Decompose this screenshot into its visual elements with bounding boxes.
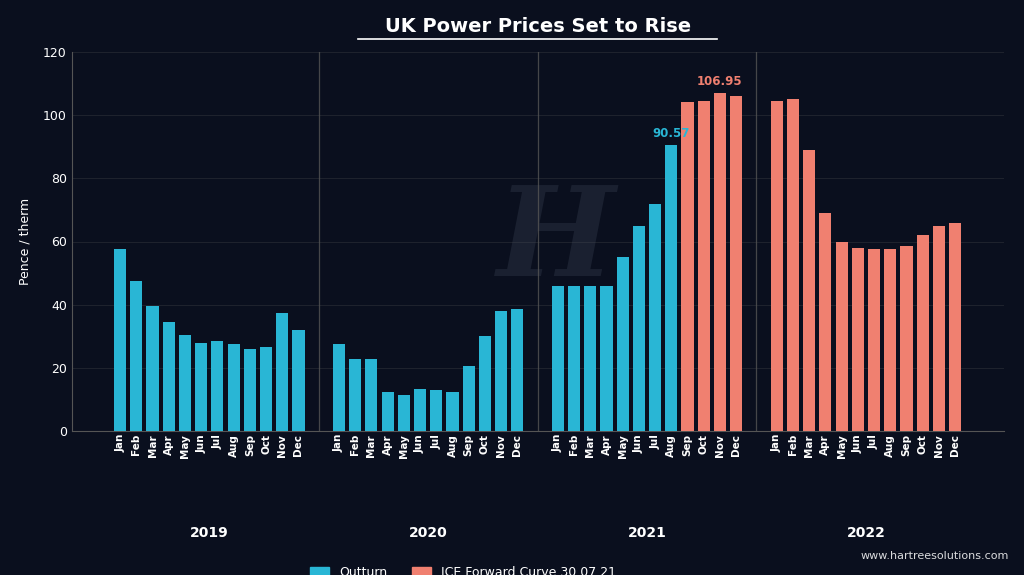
Title: UK Power Prices Set to Rise: UK Power Prices Set to Rise — [385, 17, 690, 36]
Bar — [916, 235, 929, 431]
Bar — [333, 344, 345, 431]
Bar — [819, 213, 831, 431]
Bar — [463, 366, 475, 431]
Bar — [349, 359, 361, 431]
Bar — [211, 341, 223, 431]
Text: 2019: 2019 — [189, 526, 228, 540]
Bar — [803, 150, 815, 431]
Bar — [163, 322, 175, 431]
Bar — [633, 225, 645, 431]
Bar — [771, 101, 782, 431]
Bar — [786, 99, 799, 431]
Bar — [366, 359, 378, 431]
Bar — [730, 96, 742, 431]
Bar — [585, 286, 596, 431]
Bar — [446, 392, 459, 431]
Bar — [495, 311, 507, 431]
Text: 2022: 2022 — [847, 526, 886, 540]
Bar — [949, 223, 962, 431]
Legend: Outturn, ICE Forward Curve 30.07.21: Outturn, ICE Forward Curve 30.07.21 — [305, 561, 621, 575]
Text: www.hartreesolutions.com: www.hartreesolutions.com — [860, 551, 1009, 561]
Y-axis label: Pence / therm: Pence / therm — [18, 198, 32, 285]
Bar — [616, 258, 629, 431]
Bar — [649, 204, 662, 431]
Bar — [697, 101, 710, 431]
Bar — [146, 306, 159, 431]
Bar — [114, 250, 126, 431]
Bar — [276, 313, 289, 431]
Bar — [293, 330, 304, 431]
Text: 2020: 2020 — [409, 526, 447, 540]
Bar — [666, 145, 678, 431]
Bar — [511, 309, 523, 431]
Text: 90.57: 90.57 — [652, 127, 690, 140]
Bar — [179, 335, 191, 431]
Bar — [130, 281, 142, 431]
Bar — [900, 246, 912, 431]
Bar — [414, 389, 426, 431]
Bar — [227, 344, 240, 431]
Bar — [714, 93, 726, 431]
Text: 106.95: 106.95 — [697, 75, 742, 89]
Text: H: H — [498, 181, 615, 302]
Bar — [682, 102, 693, 431]
Bar — [382, 392, 393, 431]
Bar — [884, 250, 896, 431]
Bar — [397, 395, 410, 431]
Bar — [836, 242, 848, 431]
Bar — [933, 225, 945, 431]
Bar — [868, 250, 880, 431]
Bar — [568, 286, 581, 431]
Bar — [430, 390, 442, 431]
Bar — [260, 347, 272, 431]
Bar — [552, 286, 564, 431]
Bar — [244, 349, 256, 431]
Bar — [479, 336, 490, 431]
Text: 2021: 2021 — [628, 526, 667, 540]
Bar — [600, 286, 612, 431]
Bar — [852, 248, 864, 431]
Bar — [196, 343, 207, 431]
